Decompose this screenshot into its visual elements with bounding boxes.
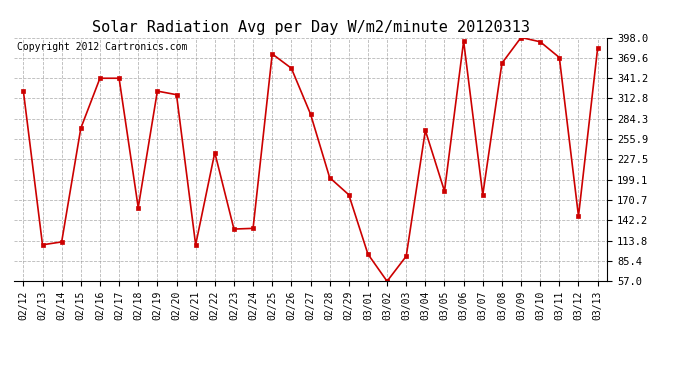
Text: Copyright 2012 Cartronics.com: Copyright 2012 Cartronics.com [17, 42, 187, 52]
Title: Solar Radiation Avg per Day W/m2/minute 20120313: Solar Radiation Avg per Day W/m2/minute … [92, 20, 529, 35]
